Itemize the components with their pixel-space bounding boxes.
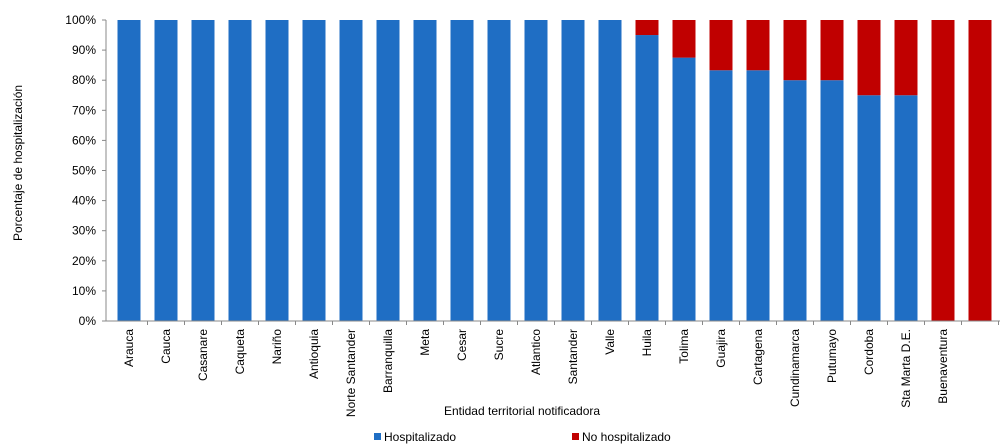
- y-tick-label: 0%: [79, 314, 97, 328]
- y-tick-label: 60%: [72, 133, 96, 147]
- bar-hospitalizado: [672, 57, 696, 321]
- bar-hospitalizado: [228, 20, 252, 321]
- x-axis-ticks: Arauca Cauca Casanare Caqueta Nariño Antioqui…: [122, 321, 999, 417]
- bar-hospitalizado: [857, 95, 881, 321]
- bar-hospitalizado: [635, 35, 659, 322]
- bar-hospitalizado: [820, 80, 844, 321]
- bar-no-hospitalizado: [820, 20, 844, 81]
- x-tick-label: Cesar: [455, 329, 469, 361]
- bar-no-hospitalizado: [746, 20, 770, 71]
- y-axis-ticks: 0% 10% 20% 30% 40% 50% 60% 70% 80% 90% 100%: [65, 13, 106, 328]
- x-tick-label: Buenaventura: [936, 329, 950, 404]
- y-tick-label: 90%: [72, 43, 96, 57]
- y-tick-label: 80%: [72, 73, 96, 87]
- bars-group: [117, 20, 992, 322]
- bar-hospitalizado: [413, 20, 437, 321]
- bar-hospitalizado: [376, 20, 400, 321]
- x-tick-label: Atlantico: [529, 329, 543, 375]
- bar-no-hospitalizado: [783, 20, 807, 81]
- x-tick-label: Caqueta: [233, 329, 247, 375]
- bar-hospitalizado: [524, 20, 548, 321]
- y-tick-label: 50%: [72, 164, 96, 178]
- bar-hospitalizado: [709, 70, 733, 321]
- legend-swatch: [572, 433, 579, 440]
- x-tick-label: Guajira: [714, 329, 728, 368]
- bar-no-hospitalizado: [635, 20, 659, 36]
- x-axis-title: Entidad territorial notificadora: [444, 404, 600, 418]
- legend-swatch: [374, 433, 381, 440]
- bar-hospitalizado: [561, 20, 585, 321]
- bar-hospitalizado: [783, 80, 807, 321]
- y-axis-title: Porcentaje de hospitalización: [11, 85, 25, 241]
- bar-no-hospitalizado: [968, 20, 992, 321]
- y-tick-label: 20%: [72, 254, 96, 268]
- x-tick-label: Antioquia: [307, 329, 321, 379]
- legend-label: No hospitalizado: [582, 430, 671, 444]
- y-tick-label: 30%: [72, 224, 96, 238]
- x-tick-label: Norte Santander: [344, 329, 358, 417]
- x-tick-label: Valle: [603, 329, 617, 355]
- x-tick-label: Cartagena: [751, 329, 765, 385]
- bar-no-hospitalizado: [672, 20, 696, 58]
- x-tick-label: Barranquilla: [381, 329, 395, 393]
- bar-hospitalizado: [191, 20, 215, 321]
- y-tick-label: 100%: [65, 13, 96, 27]
- x-tick-label: Meta: [418, 329, 432, 356]
- bar-hospitalizado: [265, 20, 289, 321]
- x-tick-label: Cundinamarca: [788, 329, 802, 407]
- bar-no-hospitalizado: [931, 20, 955, 321]
- x-tick-label: Putumayo: [825, 329, 839, 383]
- legend: Hospitalizado No hospitalizado: [374, 430, 671, 444]
- x-tick-label: Sta Marta D.E.: [899, 329, 913, 408]
- y-tick-label: 10%: [72, 284, 96, 298]
- bar-hospitalizado: [450, 20, 474, 321]
- x-tick-label: Cordoba: [862, 329, 876, 375]
- x-tick-label: Huila: [640, 329, 654, 357]
- x-tick-label: Nariño: [270, 329, 284, 365]
- x-tick-label: Casanare: [196, 329, 210, 381]
- bar-hospitalizado: [598, 20, 622, 321]
- x-tick-label: Arauca: [122, 329, 136, 367]
- bar-hospitalizado: [302, 20, 326, 321]
- bar-no-hospitalizado: [857, 20, 881, 96]
- bar-hospitalizado: [487, 20, 511, 321]
- legend-label: Hospitalizado: [384, 430, 456, 444]
- x-tick-label: Sucre: [492, 329, 506, 361]
- bar-no-hospitalizado: [709, 20, 733, 71]
- bar-hospitalizado: [894, 95, 918, 321]
- y-tick-label: 40%: [72, 194, 96, 208]
- bar-hospitalizado: [154, 20, 178, 321]
- bar-no-hospitalizado: [894, 20, 918, 96]
- y-tick-label: 70%: [72, 103, 96, 117]
- bar-hospitalizado: [339, 20, 363, 321]
- x-tick-label: Cauca: [159, 329, 173, 364]
- bar-hospitalizado: [746, 70, 770, 321]
- bar-hospitalizado: [117, 20, 141, 321]
- x-tick-label: Tolima: [677, 329, 691, 364]
- x-tick-label: Santander: [566, 329, 580, 384]
